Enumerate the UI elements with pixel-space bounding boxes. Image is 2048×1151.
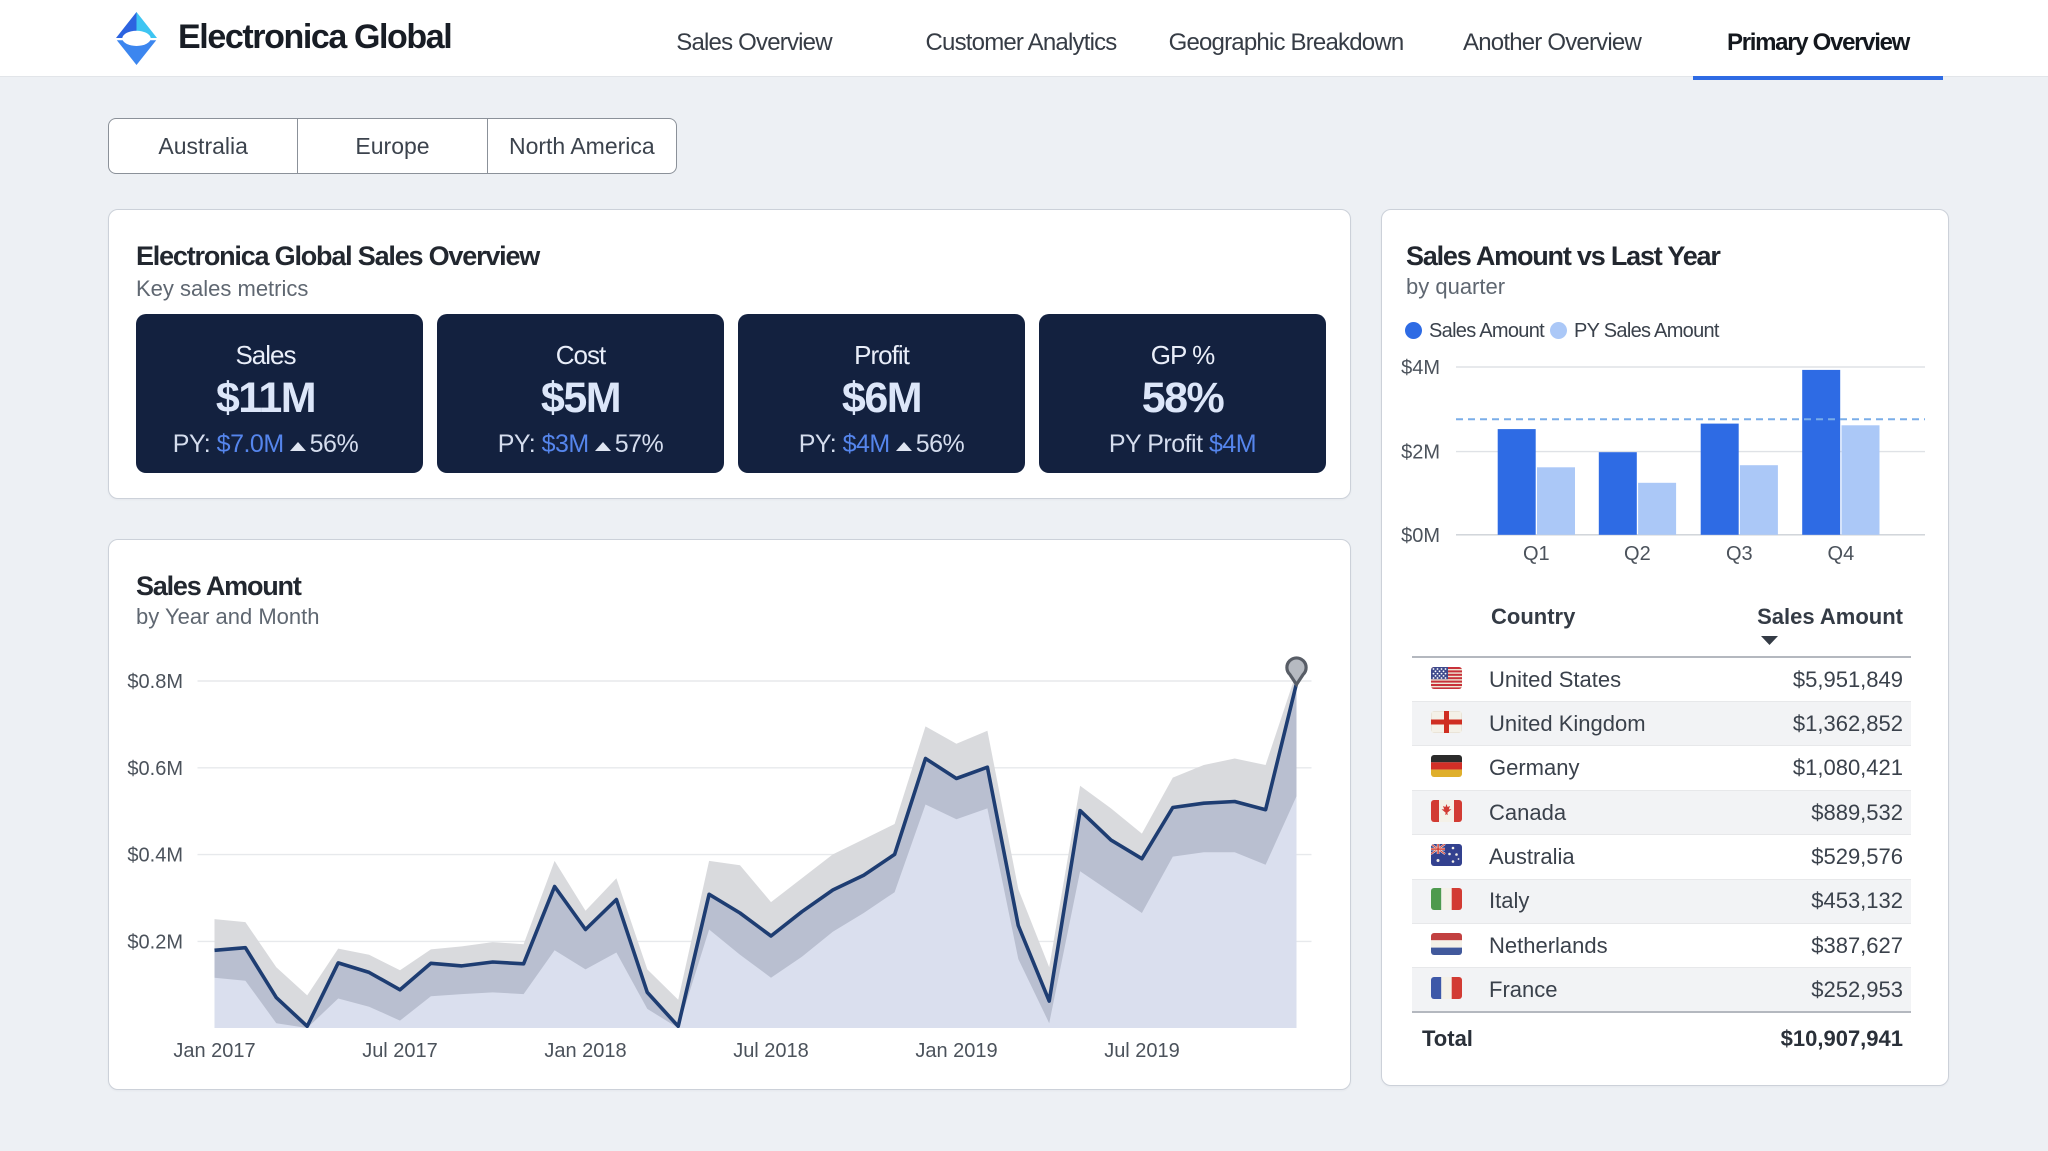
- svg-text:Jul 2018: Jul 2018: [733, 1040, 809, 1062]
- svg-text:$0.4M: $0.4M: [127, 845, 183, 867]
- svg-text:$4M: $4M: [1401, 357, 1440, 379]
- svg-text:Q4: Q4: [1828, 543, 1855, 565]
- svg-text:$0.2M: $0.2M: [127, 931, 183, 953]
- svg-text:Jul 2017: Jul 2017: [362, 1040, 438, 1062]
- svg-text:Q1: Q1: [1523, 543, 1550, 565]
- svg-text:Jul 2019: Jul 2019: [1104, 1040, 1180, 1062]
- svg-text:Jan 2019: Jan 2019: [915, 1040, 997, 1062]
- svg-text:$0.8M: $0.8M: [127, 671, 183, 693]
- svg-text:$2M: $2M: [1401, 442, 1440, 464]
- svg-text:Q2: Q2: [1624, 543, 1651, 565]
- svg-text:Q3: Q3: [1726, 543, 1753, 565]
- svg-text:$0M: $0M: [1401, 525, 1440, 547]
- svg-text:$0.6M: $0.6M: [127, 758, 183, 780]
- svg-text:Jan 2017: Jan 2017: [173, 1040, 255, 1062]
- svg-text:Jan 2018: Jan 2018: [544, 1040, 626, 1062]
